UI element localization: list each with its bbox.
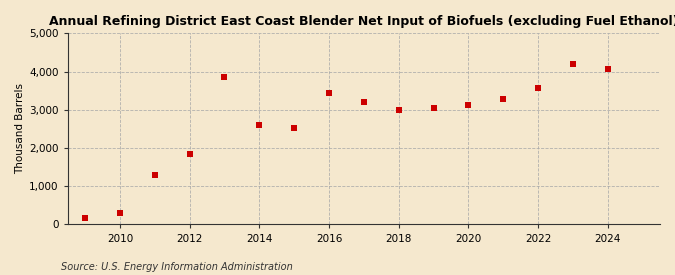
Point — [219, 75, 230, 79]
Point — [323, 90, 334, 95]
Point — [254, 123, 265, 127]
Title: Annual Refining District East Coast Blender Net Input of Biofuels (excluding Fue: Annual Refining District East Coast Blen… — [49, 15, 675, 28]
Text: Source: U.S. Energy Information Administration: Source: U.S. Energy Information Administ… — [61, 262, 292, 272]
Point — [289, 126, 300, 130]
Point — [428, 106, 439, 111]
Y-axis label: Thousand Barrels: Thousand Barrels — [15, 83, 25, 174]
Point — [115, 211, 126, 215]
Point — [184, 152, 195, 156]
Point — [149, 173, 160, 177]
Point — [533, 86, 543, 90]
Point — [498, 97, 509, 102]
Point — [463, 103, 474, 108]
Point — [80, 215, 90, 220]
Point — [602, 67, 613, 72]
Point — [568, 62, 578, 66]
Point — [394, 108, 404, 112]
Point — [358, 100, 369, 104]
